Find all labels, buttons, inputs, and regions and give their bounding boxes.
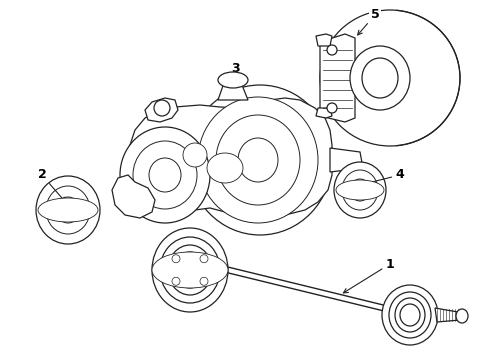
Circle shape bbox=[200, 277, 208, 285]
Ellipse shape bbox=[362, 58, 398, 98]
Ellipse shape bbox=[149, 158, 181, 192]
Circle shape bbox=[172, 277, 180, 285]
Ellipse shape bbox=[389, 292, 431, 338]
Ellipse shape bbox=[133, 141, 197, 209]
Ellipse shape bbox=[36, 176, 100, 244]
Ellipse shape bbox=[168, 245, 212, 295]
Polygon shape bbox=[218, 80, 248, 100]
Circle shape bbox=[327, 45, 337, 55]
Ellipse shape bbox=[120, 127, 210, 223]
Ellipse shape bbox=[56, 197, 80, 223]
Text: 4: 4 bbox=[364, 168, 404, 185]
Polygon shape bbox=[316, 34, 332, 46]
Ellipse shape bbox=[342, 170, 378, 210]
Ellipse shape bbox=[320, 10, 460, 146]
Ellipse shape bbox=[356, 185, 364, 195]
Ellipse shape bbox=[238, 138, 278, 182]
Text: 3: 3 bbox=[231, 62, 239, 94]
Polygon shape bbox=[128, 98, 332, 216]
Ellipse shape bbox=[198, 97, 318, 223]
Circle shape bbox=[172, 255, 180, 263]
Ellipse shape bbox=[216, 115, 300, 205]
Ellipse shape bbox=[152, 252, 228, 288]
Ellipse shape bbox=[152, 228, 228, 312]
Ellipse shape bbox=[207, 153, 243, 183]
Circle shape bbox=[183, 143, 207, 167]
Ellipse shape bbox=[395, 298, 425, 332]
Circle shape bbox=[154, 100, 170, 116]
Ellipse shape bbox=[46, 186, 90, 234]
Ellipse shape bbox=[400, 304, 420, 326]
Ellipse shape bbox=[334, 162, 386, 218]
Ellipse shape bbox=[174, 252, 206, 288]
Ellipse shape bbox=[382, 285, 438, 345]
Polygon shape bbox=[330, 148, 363, 172]
Text: 2: 2 bbox=[38, 168, 65, 202]
Polygon shape bbox=[145, 98, 178, 122]
Ellipse shape bbox=[218, 72, 248, 88]
Text: 1: 1 bbox=[343, 257, 394, 293]
Circle shape bbox=[327, 103, 337, 113]
Polygon shape bbox=[320, 34, 355, 122]
Ellipse shape bbox=[38, 198, 98, 222]
Ellipse shape bbox=[63, 204, 73, 216]
Ellipse shape bbox=[188, 85, 332, 235]
Text: 5: 5 bbox=[358, 9, 379, 35]
Circle shape bbox=[200, 255, 208, 263]
Ellipse shape bbox=[160, 237, 220, 303]
Ellipse shape bbox=[336, 180, 384, 200]
Ellipse shape bbox=[456, 309, 468, 323]
Polygon shape bbox=[316, 108, 332, 118]
Ellipse shape bbox=[350, 46, 410, 110]
Polygon shape bbox=[435, 308, 460, 322]
Polygon shape bbox=[112, 175, 155, 218]
Ellipse shape bbox=[179, 258, 201, 282]
Ellipse shape bbox=[350, 179, 370, 201]
